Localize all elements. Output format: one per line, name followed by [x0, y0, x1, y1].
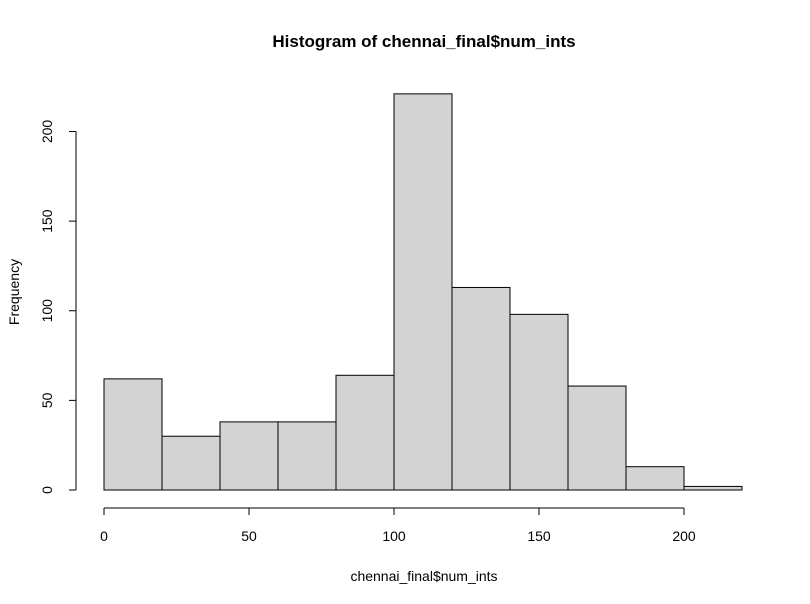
x-tick-label-4: 200	[672, 528, 696, 544]
histogram-bar-6	[451, 286, 511, 491]
y-axis: 0 50 100 150 200	[39, 120, 77, 494]
x-axis: 0 50 100 150 200	[100, 507, 696, 544]
histogram-bar-4	[335, 374, 395, 491]
bars-group	[103, 93, 743, 491]
y-tick-label-4: 200	[39, 120, 55, 144]
histogram-bar-3	[277, 421, 337, 491]
y-tick-label-3: 150	[39, 209, 55, 233]
x-tick-label-2: 100	[382, 528, 406, 544]
chart-title: Histogram of chennai_final$num_ints	[272, 32, 575, 51]
y-tick-label-1: 50	[39, 392, 55, 408]
x-tick-label-3: 150	[527, 528, 551, 544]
y-tick-label-2: 100	[39, 299, 55, 323]
x-axis-label: chennai_final$num_ints	[350, 568, 497, 584]
x-tick-label-1: 50	[241, 528, 257, 544]
x-tick-label-0: 0	[100, 528, 108, 544]
histogram-bar-8	[567, 385, 627, 491]
histogram-bar-9	[625, 466, 685, 491]
y-tick-label-0: 0	[39, 486, 55, 494]
histogram-bar-5	[393, 93, 453, 491]
histogram-bar-10	[683, 485, 743, 491]
histogram-bar-2	[219, 421, 279, 491]
y-axis-label: Frequency	[6, 259, 22, 325]
histogram-bar-0	[103, 378, 163, 491]
histogram-bar-7	[509, 313, 569, 491]
histogram-bar-1	[161, 435, 221, 491]
